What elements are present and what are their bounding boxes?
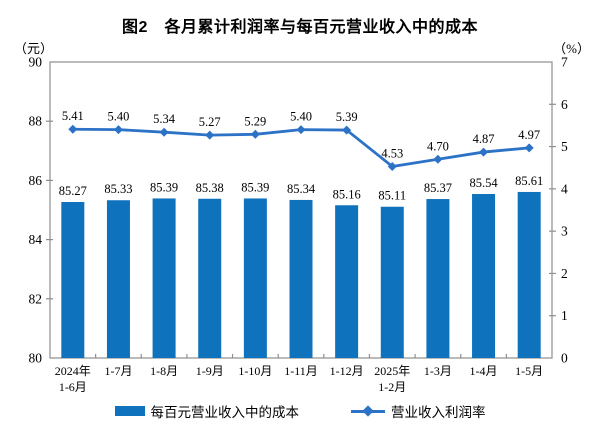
legend-label-profit-rate: 营业收入利润率 <box>391 405 486 420</box>
line-marker-diamond-icon <box>479 147 489 157</box>
line-marker-diamond-icon <box>387 161 397 171</box>
bar <box>243 198 267 358</box>
x-axis-category-label: 2025年 <box>374 364 410 378</box>
bar <box>517 191 541 358</box>
bar-value-label: 85.33 <box>104 182 132 196</box>
left-axis-tick-label: 88 <box>29 114 43 129</box>
x-axis-category-label: 1-5月 <box>515 364 543 378</box>
line-value-label: 5.40 <box>290 110 312 124</box>
line-value-label: 4.87 <box>473 132 495 146</box>
bar-value-label: 85.61 <box>515 174 543 188</box>
line-value-label: 5.34 <box>153 112 176 126</box>
line-value-label: 5.29 <box>244 114 266 128</box>
bar <box>61 202 85 358</box>
bar-value-label: 85.54 <box>469 176 498 190</box>
left-axis-tick-label: 82 <box>29 291 43 306</box>
bar-value-label: 85.27 <box>59 184 87 198</box>
bar-value-label: 85.37 <box>424 181 452 195</box>
legend-label-cost: 每百元营业收入中的成本 <box>150 405 300 420</box>
line-value-label: 5.40 <box>108 110 130 124</box>
chart-title: 图2 各月累计利润率与每百元营业收入中的成本 <box>122 19 478 36</box>
x-axis-category-label: 1-11月 <box>284 364 318 378</box>
left-axis-unit: （元） <box>14 41 54 56</box>
line-series-swatch <box>351 404 385 417</box>
line-value-label: 5.27 <box>199 115 221 129</box>
right-axis-tick-label: 1 <box>561 308 568 323</box>
bar-value-label: 85.38 <box>196 181 224 195</box>
x-axis-category-label: 1-2月 <box>378 380 406 394</box>
line-marker-diamond-icon <box>68 124 78 134</box>
bar <box>335 205 359 358</box>
profit-rate-line <box>72 127 530 168</box>
x-axis-category-label: 1-3月 <box>424 364 452 378</box>
right-axis-tick-label: 6 <box>561 97 568 112</box>
line-value-label: 4.70 <box>427 139 449 153</box>
line-marker-diamond-icon <box>524 143 534 153</box>
x-axis-category-label: 1-4月 <box>470 364 498 378</box>
bar <box>198 198 222 358</box>
line-marker-diamond-icon <box>159 127 169 137</box>
x-axis-category-label: 1-9月 <box>196 364 224 378</box>
right-axis-tick-label: 4 <box>561 181 568 196</box>
x-axis-category-label: 1-8月 <box>150 364 178 378</box>
bar-value-label: 85.39 <box>150 180 178 194</box>
x-axis-category-label: 1-12月 <box>330 364 364 378</box>
x-axis-category-label: 1-7月 <box>104 364 132 378</box>
bar <box>380 206 404 358</box>
left-axis-tick-label: 90 <box>29 55 43 70</box>
right-axis-tick-label: 0 <box>561 351 568 366</box>
left-axis-tick-label: 84 <box>29 232 43 247</box>
line-marker-diamond-icon <box>362 404 374 417</box>
right-axis-tick-label: 2 <box>561 266 568 281</box>
line-marker-diamond-icon <box>433 154 443 164</box>
line-marker-diamond-icon <box>250 129 260 139</box>
x-axis-category-label: 1-6月 <box>59 380 87 394</box>
line-marker-diamond-icon <box>296 125 306 135</box>
x-axis-category-label: 1-10月 <box>238 364 272 378</box>
line-value-label: 4.53 <box>381 146 403 160</box>
bar-value-label: 85.34 <box>287 182 316 196</box>
bar <box>426 199 450 358</box>
left-axis-tick-label: 86 <box>29 173 43 188</box>
legend-item-profit-rate: 营业收入利润率 <box>351 401 486 421</box>
bar <box>106 200 130 358</box>
right-axis-tick-label: 3 <box>561 224 568 239</box>
bar-series-swatch <box>114 406 145 416</box>
line-value-label: 5.39 <box>336 110 358 124</box>
bar-value-label: 85.16 <box>333 187 361 201</box>
chart-legend: 每百元营业收入中的成本 营业收入利润率 <box>0 399 600 423</box>
bar <box>472 194 496 358</box>
bar-value-label: 85.39 <box>241 180 269 194</box>
left-axis-tick-label: 80 <box>29 351 43 366</box>
line-value-label: 4.97 <box>518 128 540 142</box>
bar-value-label: 85.11 <box>378 189 406 203</box>
x-axis-category-label: 2024年 <box>55 364 91 378</box>
bar <box>152 198 176 358</box>
line-marker-diamond-icon <box>342 125 352 135</box>
line-value-label: 5.41 <box>62 109 84 123</box>
legend-item-cost: 每百元营业收入中的成本 <box>114 401 300 421</box>
right-axis-unit: （%） <box>553 41 590 56</box>
bar <box>289 199 313 358</box>
line-marker-diamond-icon <box>113 125 123 135</box>
line-marker-diamond-icon <box>205 130 215 140</box>
right-axis-tick-label: 7 <box>561 55 568 70</box>
right-axis-tick-label: 5 <box>561 139 568 154</box>
